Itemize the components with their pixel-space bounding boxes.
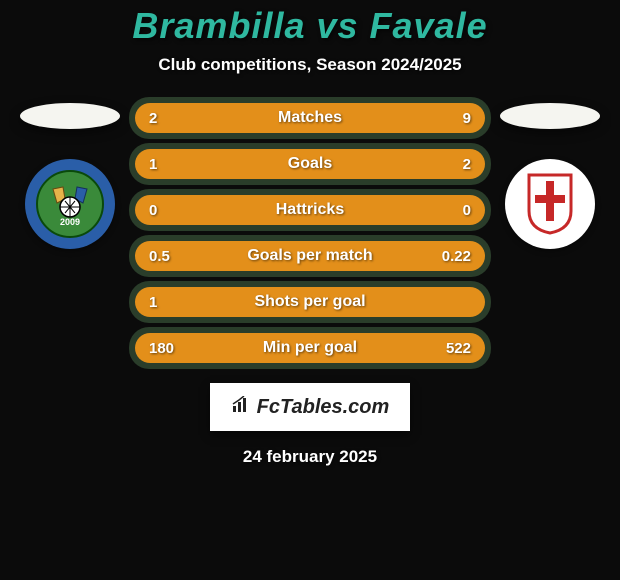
- stat-bar: 180 Min per goal 522: [135, 333, 485, 363]
- stat-left-value: 180: [149, 340, 174, 357]
- stat-bar: 2 Matches 9: [135, 103, 485, 133]
- stat-bars: 2 Matches 9 1 Goals 2 0 Hattricks 0 0.5 Goals per …: [135, 103, 485, 363]
- stat-right-value: 0: [463, 202, 471, 219]
- brand-box: FcTables.com: [210, 383, 410, 431]
- stat-right-value: 0.22: [442, 248, 471, 265]
- stat-right-value: 9: [463, 110, 471, 127]
- left-crest: 2009: [25, 159, 115, 249]
- svg-text:2009: 2009: [60, 217, 80, 227]
- date-text: 24 february 2025: [243, 447, 377, 467]
- stat-label: Hattricks: [276, 201, 344, 219]
- stat-bar: 1 Shots per goal: [135, 287, 485, 317]
- stat-left-value: 2: [149, 110, 157, 127]
- stat-right-value: 2: [463, 156, 471, 173]
- stat-right-value: 522: [446, 340, 471, 357]
- stat-left-value: 0.5: [149, 248, 170, 265]
- left-ellipse: [20, 103, 120, 129]
- stat-left-value: 1: [149, 294, 157, 311]
- left-column: 2009: [15, 103, 125, 249]
- stat-left-value: 1: [149, 156, 157, 173]
- stat-left-value: 0: [149, 202, 157, 219]
- right-crest: [505, 159, 595, 249]
- stat-label: Goals: [288, 155, 332, 173]
- subtitle: Club competitions, Season 2024/2025: [158, 55, 461, 75]
- stat-label: Goals per match: [247, 247, 372, 265]
- stat-bar: 0.5 Goals per match 0.22: [135, 241, 485, 271]
- stat-label: Matches: [278, 109, 342, 127]
- page-title: Brambilla vs Favale: [132, 5, 487, 47]
- main-row: 2009 2 Matches 9 1 Goals 2 0 Hattricks 0 0.5 Goals…: [0, 103, 620, 363]
- right-column: [495, 103, 605, 249]
- stat-bar: 1 Goals 2: [135, 149, 485, 179]
- right-ellipse: [500, 103, 600, 129]
- stat-bar: 0 Hattricks 0: [135, 195, 485, 225]
- feralpi-crest-icon: 2009: [32, 166, 108, 242]
- stat-label: Shots per goal: [254, 293, 365, 311]
- stat-label: Min per goal: [263, 339, 357, 357]
- content-root: Brambilla vs Favale Club competitions, S…: [0, 0, 620, 580]
- padova-crest-icon: [525, 173, 575, 235]
- brand-text: FcTables.com: [257, 396, 390, 419]
- chart-icon: [231, 396, 251, 419]
